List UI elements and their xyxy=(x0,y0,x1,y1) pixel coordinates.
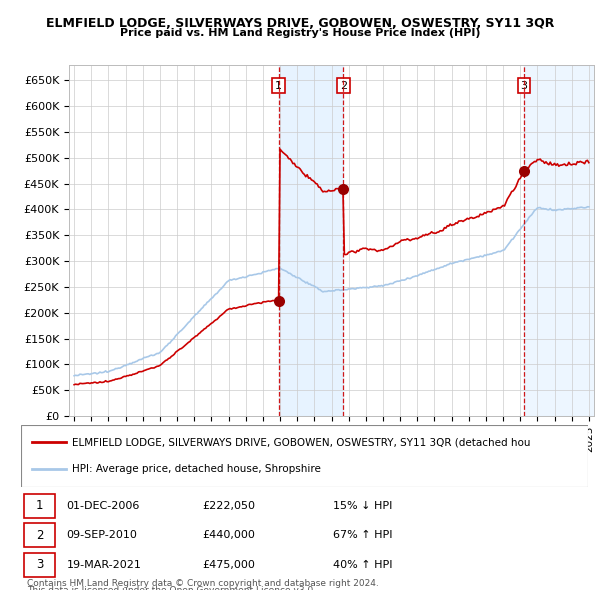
Text: 3: 3 xyxy=(36,558,43,572)
Text: £475,000: £475,000 xyxy=(202,560,256,570)
Text: ELMFIELD LODGE, SILVERWAYS DRIVE, GOBOWEN, OSWESTRY, SY11 3QR: ELMFIELD LODGE, SILVERWAYS DRIVE, GOBOWE… xyxy=(46,17,554,30)
Text: 1: 1 xyxy=(275,81,282,90)
Text: 3: 3 xyxy=(521,81,527,90)
Text: ELMFIELD LODGE, SILVERWAYS DRIVE, GOBOWEN, OSWESTRY, SY11 3QR (detached hou: ELMFIELD LODGE, SILVERWAYS DRIVE, GOBOWE… xyxy=(72,437,530,447)
Text: 2: 2 xyxy=(35,529,43,542)
FancyBboxPatch shape xyxy=(24,553,55,577)
Bar xyxy=(278,65,343,416)
Text: 19-MAR-2021: 19-MAR-2021 xyxy=(67,560,141,570)
Text: 15% ↓ HPI: 15% ↓ HPI xyxy=(333,501,392,511)
Text: Price paid vs. HM Land Registry's House Price Index (HPI): Price paid vs. HM Land Registry's House … xyxy=(120,28,480,38)
FancyBboxPatch shape xyxy=(21,425,588,487)
Text: 40% ↑ HPI: 40% ↑ HPI xyxy=(333,560,392,570)
Text: £440,000: £440,000 xyxy=(202,530,256,540)
Text: 67% ↑ HPI: 67% ↑ HPI xyxy=(333,530,392,540)
Text: 1: 1 xyxy=(35,499,43,513)
FancyBboxPatch shape xyxy=(24,494,55,518)
Text: £222,050: £222,050 xyxy=(202,501,256,511)
Text: 01-DEC-2006: 01-DEC-2006 xyxy=(67,501,140,511)
FancyBboxPatch shape xyxy=(24,523,55,548)
Text: 2: 2 xyxy=(340,81,347,90)
Text: HPI: Average price, detached house, Shropshire: HPI: Average price, detached house, Shro… xyxy=(72,464,321,474)
Text: This data is licensed under the Open Government Licence v3.0.: This data is licensed under the Open Gov… xyxy=(27,586,316,590)
Text: 09-SEP-2010: 09-SEP-2010 xyxy=(67,530,137,540)
Text: Contains HM Land Registry data © Crown copyright and database right 2024.: Contains HM Land Registry data © Crown c… xyxy=(27,579,379,588)
Bar xyxy=(524,65,598,416)
